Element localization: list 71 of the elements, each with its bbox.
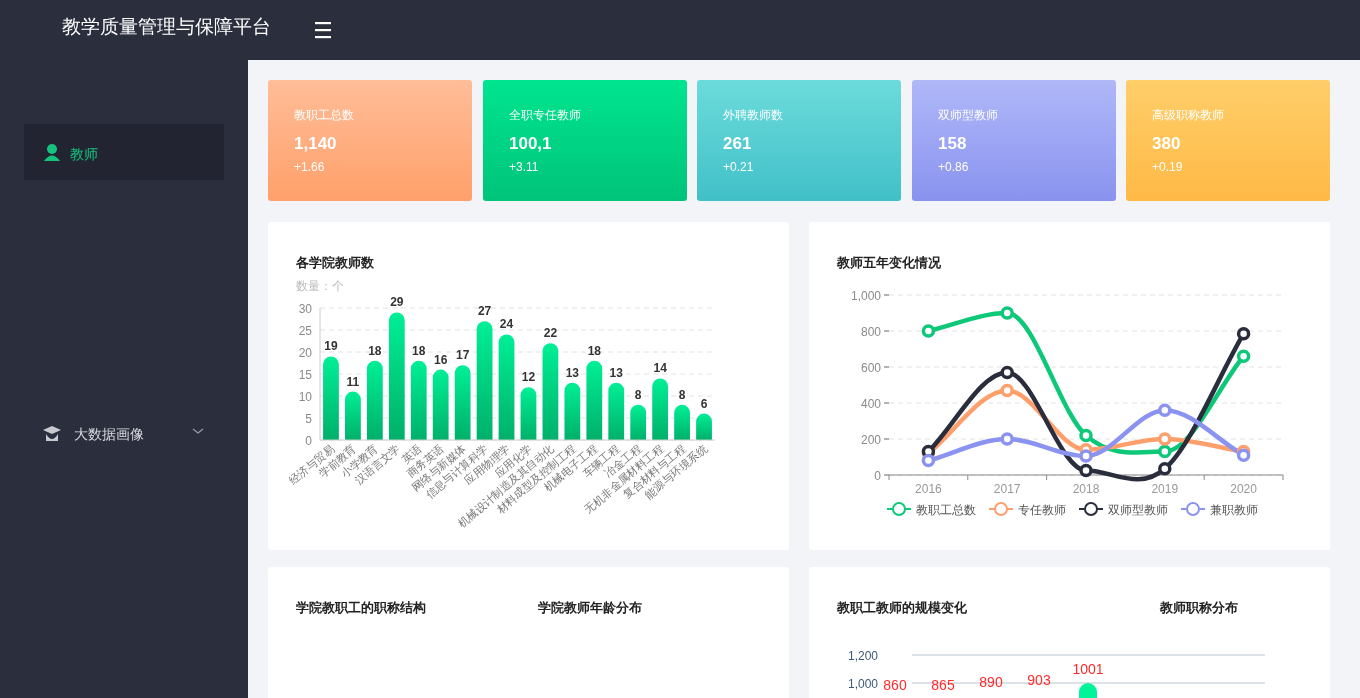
data-label: 19 <box>324 339 338 354</box>
data-label: 14 <box>653 361 668 376</box>
data-label: 24 <box>499 317 514 332</box>
data-label: 16 <box>434 352 448 367</box>
y-tick-label: 600 <box>860 360 882 375</box>
text: 380 <box>1152 134 1181 153</box>
text: +1.66 <box>294 160 325 174</box>
legend-label: 专任教师 <box>1018 502 1066 517</box>
x-tick-label: 2017 <box>993 482 1021 496</box>
text: 教师 <box>70 146 98 162</box>
y-axis-title: 数量：个 <box>296 279 344 293</box>
text: +0.21 <box>723 160 754 174</box>
y-tick-label: 15 <box>298 367 313 382</box>
x-tick-label: 2020 <box>1230 482 1258 496</box>
data-label: 11 <box>346 374 360 389</box>
data-label: 6 <box>700 396 708 411</box>
text: 学院教职工的职称结构 <box>296 600 426 615</box>
data-label: 13 <box>565 365 580 380</box>
text: 100,1 <box>509 134 552 153</box>
chart-title: 各学院教师数 <box>295 255 375 270</box>
text: 1001 <box>1072 661 1104 677</box>
text: 教职工总数 <box>294 108 354 122</box>
data-label: 8 <box>634 387 642 402</box>
text: 教学质量管理与保障平台 <box>62 16 271 37</box>
data-label: 18 <box>368 343 382 358</box>
y-tick-label: 20 <box>298 345 313 360</box>
data-label: 18 <box>587 343 602 358</box>
text: 高级职称教师 <box>1152 108 1224 122</box>
text: 外聘教师数 <box>723 108 783 122</box>
text: +0.86 <box>938 160 969 174</box>
x-tick-label: 2019 <box>1151 482 1179 496</box>
chart-title: 教师五年变化情况 <box>836 255 942 270</box>
y-tick-label: 5 <box>305 411 313 426</box>
data-label: 17 <box>455 348 470 363</box>
data-label: 13 <box>609 365 624 380</box>
data-label: 18 <box>412 343 426 358</box>
y-tick-label: 0 <box>305 433 313 448</box>
text: 865 <box>931 677 955 693</box>
x-tick-label: 2016 <box>915 482 943 496</box>
text: +3.11 <box>509 160 539 174</box>
y-tick-label: 10 <box>298 389 313 404</box>
text: 1,200 <box>847 648 879 663</box>
y-tick-label: 30 <box>298 301 313 316</box>
legend-label: 双师型教师 <box>1108 502 1168 517</box>
data-label: 27 <box>477 304 492 319</box>
y-tick-label: 1,000 <box>850 288 882 303</box>
text: 903 <box>1027 672 1051 688</box>
text: 890 <box>979 674 1003 690</box>
text: 教职工教师的规模变化 <box>836 600 968 615</box>
text: 261 <box>723 134 752 153</box>
y-tick-label: 400 <box>860 396 882 411</box>
data-label: 29 <box>390 295 404 310</box>
data-label: 8 <box>678 387 686 402</box>
text: 教师职称分布 <box>1159 600 1238 615</box>
legend-label: 兼职教师 <box>1210 502 1258 517</box>
text: 158 <box>938 134 967 153</box>
y-tick-label: 800 <box>860 324 882 339</box>
legend-label: 教职工总数 <box>916 502 976 517</box>
text: 学院教师年龄分布 <box>538 600 642 615</box>
text: 1,140 <box>294 134 337 153</box>
data-label: 22 <box>543 326 558 341</box>
y-tick-label: 25 <box>298 323 313 338</box>
y-tick-label: 0 <box>874 468 882 483</box>
y-tick-label: 200 <box>860 432 882 447</box>
text: +0.19 <box>1152 160 1183 174</box>
text: 全职专任教师 <box>509 108 581 122</box>
data-label: 12 <box>521 370 536 385</box>
text: 860 <box>883 677 907 693</box>
x-tick-label: 2018 <box>1072 482 1100 496</box>
text: 双师型教师 <box>938 108 998 122</box>
text: 大数据画像 <box>74 426 144 442</box>
